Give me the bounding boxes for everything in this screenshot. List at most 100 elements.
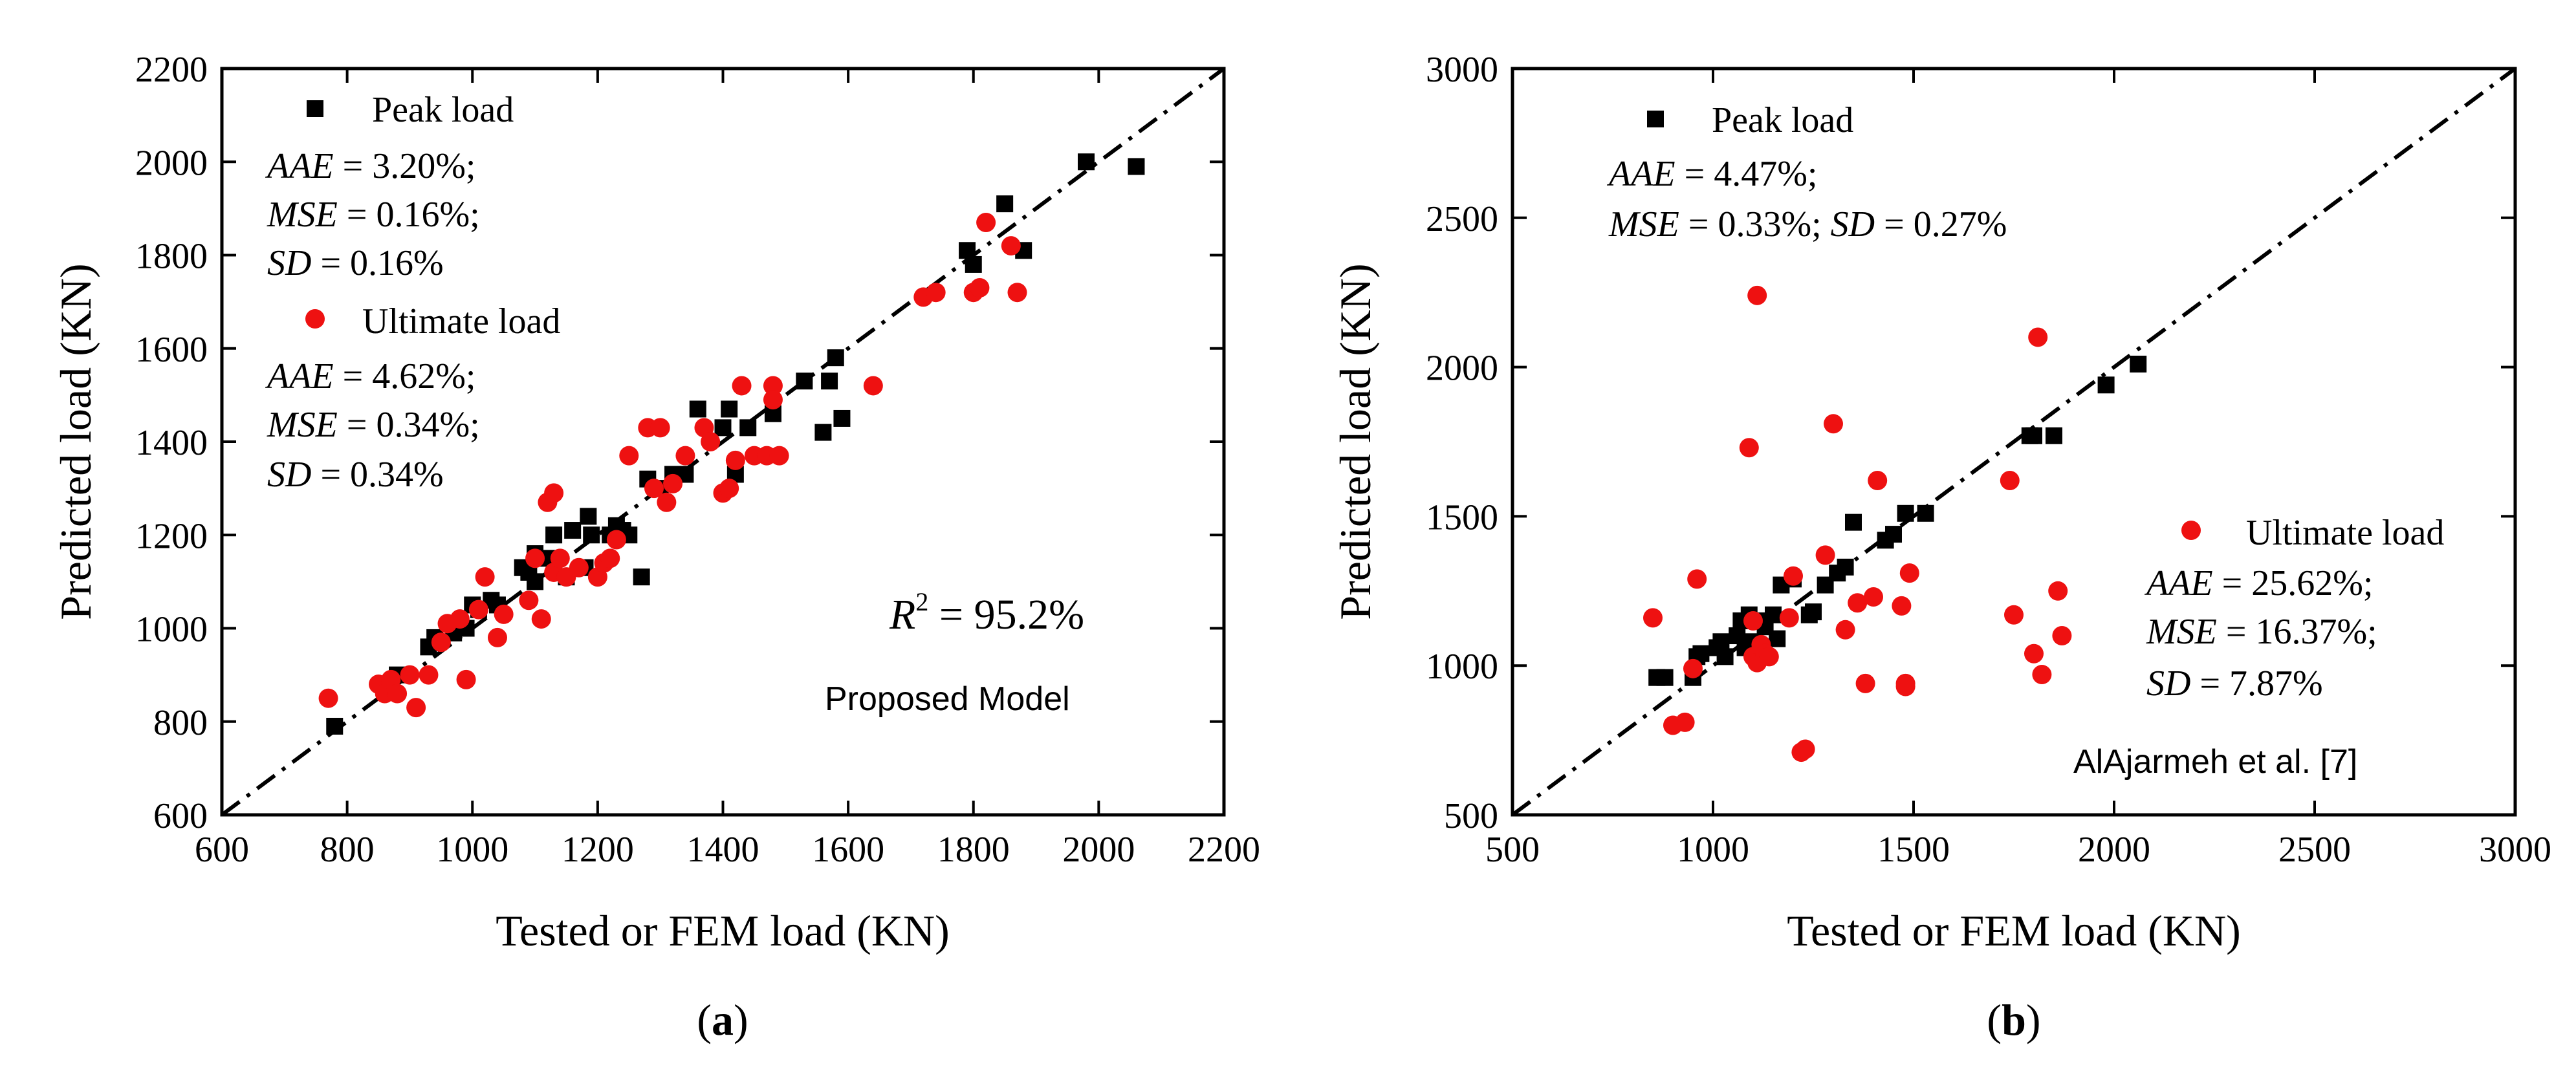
panel-a-peak-sd-value: 0.16% — [350, 243, 444, 283]
panel-b-ultimate-aae-key: AAE — [2144, 563, 2213, 603]
panel-a-legend-ultimate-marker — [305, 309, 325, 329]
panel-a-peak-point — [996, 195, 1014, 213]
panel-a-ultimate-point — [763, 390, 783, 410]
panel-b-ultimate-mse-value: 16.37%; — [2255, 612, 2377, 652]
panel-a-peak-point — [796, 373, 813, 390]
panel-a-peak-point — [580, 508, 597, 525]
panel-b-peak-aae: AAE = 4.47%; — [1606, 154, 1817, 194]
panel-b-ultimate-aae-value: 25.62%; — [2251, 563, 2373, 603]
panel-b-x-tick-label: 1000 — [1677, 830, 1749, 870]
panel-a-r2-exponent: 2 — [915, 587, 928, 616]
panel-a-ultimate-point — [600, 548, 620, 568]
panel-a-ultimate-point — [769, 446, 789, 466]
panel-b-peak-point — [1837, 558, 1854, 576]
panel-a-peak-point — [714, 419, 732, 437]
panel-a-label-letter: a — [712, 995, 734, 1044]
panel-a-x-tick-label: 2000 — [1062, 830, 1135, 870]
chart-panel-b: 500 1000 1500 2000 2500 3000 500 1000 1500 2000 25… — [1331, 50, 2551, 1044]
panel-b-peak-mse-key: MSE — [1608, 204, 1679, 244]
panel-b-reference-line-group — [1512, 69, 2515, 815]
panel-a-peak-sd: SD = 0.16% — [267, 243, 444, 283]
panel-b-ultimate-point — [2052, 626, 2072, 646]
panel-a-ultimate-mse-key: MSE — [267, 405, 338, 445]
panel-a-ultimate-aae-value: 4.62%; — [372, 356, 475, 396]
panel-b-points — [1643, 285, 2147, 762]
panel-a-peak-mse-eq: = — [338, 195, 377, 235]
panel-b-ultimate-sd-key: SD — [2146, 664, 2190, 704]
panel-b-ultimate-point — [1683, 658, 1703, 678]
panel-b-peak-mse-value: 0.33%; — [1718, 204, 1821, 244]
panel-b-x-tick-label: 3000 — [2479, 830, 2551, 870]
panel-a-ultimate-sd: SD = 0.34% — [267, 455, 444, 495]
panel-b-legend-peak-label: Peak load — [1712, 100, 1853, 140]
panel-a-y-tick-label: 600 — [153, 796, 208, 836]
panel-a-ultimate-point — [675, 446, 695, 466]
panel-a-ultimate-point — [569, 557, 589, 578]
panel-a-ultimate-point — [644, 479, 664, 499]
panel-b-label: (b) — [1987, 995, 2040, 1044]
panel-b-label-letter: b — [2002, 995, 2026, 1044]
panel-b-ultimate-sd-eq: = — [2190, 664, 2229, 704]
panel-a-peak-point — [833, 409, 851, 427]
panel-b-peak-point — [1712, 633, 1730, 651]
panel-a-ultimate-point — [456, 669, 476, 689]
panel-b-peak-mse-sd: MSE = 0.33%; SD = 0.27% — [1608, 204, 2007, 244]
panel-a-legend-peak-label: Peak load — [372, 90, 514, 130]
panel-b-peak-point — [1765, 606, 1782, 623]
panel-a-x-tick-label: 1000 — [436, 830, 508, 870]
panel-a-peak-point — [633, 568, 650, 586]
panel-b-y-tick-label: 1000 — [1426, 647, 1498, 687]
panel-b-legend: Peak load AAE = 4.47%; MSE = 0.33%; SD =… — [1606, 100, 2444, 704]
panel-a-y-tick-label: 1000 — [135, 610, 208, 650]
panel-b-peak-point — [1805, 603, 1822, 621]
panel-b-ultimate-point — [1864, 587, 1883, 607]
panel-a-y-tick-label: 1800 — [135, 237, 208, 277]
panel-b-peak-mse-eq: = — [1679, 204, 1718, 244]
panel-b-ultimate-point — [1848, 593, 1868, 613]
panel-a-ultimate-point — [663, 473, 683, 493]
panel-a-peak-point — [527, 573, 544, 590]
panel-b-ultimate-point — [2000, 471, 2020, 491]
panel-a-ultimate-mse: MSE = 0.34%; — [267, 405, 480, 445]
panel-b-ultimate-point — [1747, 285, 1767, 305]
panel-b-peak-point — [2025, 427, 2042, 444]
panel-a-ultimate-point — [619, 446, 639, 466]
panel-b-peak-point — [1917, 504, 1934, 522]
panel-a-grid-ticks: 600 800 1000 1200 1400 1600 1800 2000 2200 600 800… — [135, 50, 1260, 870]
panel-a-ultimate-point — [976, 213, 996, 233]
panel-b-x-tick-label: 2500 — [2278, 830, 2351, 870]
panel-b-ultimate-point — [1868, 471, 1888, 491]
panel-b-peak-sd-key: SD — [1831, 204, 1875, 244]
panel-b-legend-ultimate-label: Ultimate load — [2246, 513, 2444, 553]
panel-a-x-tick-label: 1600 — [812, 830, 884, 870]
panel-a-y-tick-label: 1200 — [135, 516, 208, 556]
panel-a-ultimate-point — [318, 688, 338, 708]
panel-a-ultimate-aae: AAE = 4.62%; — [265, 356, 475, 396]
panel-a-x-tick-label: 1800 — [937, 830, 1010, 870]
panel-b-ultimate-point — [1779, 608, 1799, 628]
panel-b-y-tick-label: 2500 — [1426, 199, 1498, 239]
panel-a-ultimate-point — [419, 665, 439, 685]
panel-b-ultimate-point — [1824, 414, 1843, 434]
panel-a-ultimate-point — [725, 450, 745, 470]
panel-a-peak-mse-key: MSE — [267, 195, 338, 235]
panel-a-ultimate-point — [970, 277, 990, 297]
panel-b-ultimate-point — [1759, 647, 1779, 667]
panel-a-ultimate-point — [431, 632, 451, 653]
panel-a-peak-point — [965, 255, 982, 273]
panel-b-peak-point — [1656, 669, 1674, 686]
panel-b-legend-ultimate-marker — [2181, 521, 2201, 540]
panel-a-peak-point — [689, 400, 706, 418]
panel-a-ultimate-point — [719, 479, 739, 499]
panel-b-peak-point — [2097, 376, 2115, 394]
panel-b-ultimate-point — [1743, 610, 1763, 631]
panel-b-y-tick-label: 2000 — [1426, 349, 1498, 389]
panel-a-ultimate-aae-eq: = — [334, 356, 373, 396]
panel-b-peak-point — [1716, 648, 1734, 665]
panel-a-ultimate-sd-key: SD — [267, 455, 311, 495]
panel-b-y-axis-label: Predicted load (KN) — [1331, 263, 1380, 620]
panel-a-ultimate-point — [606, 530, 626, 550]
panel-a-peak-aae-value: 3.20%; — [372, 146, 475, 186]
panel-a-y-tick-label: 1600 — [135, 330, 208, 370]
panel-a-ultimate-point — [400, 665, 420, 685]
